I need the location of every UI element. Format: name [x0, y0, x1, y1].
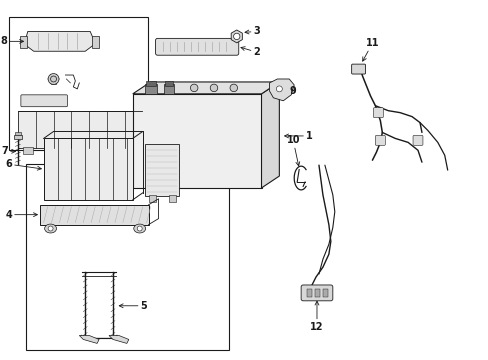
Text: 9: 9 — [289, 86, 295, 96]
Bar — [165, 81, 173, 86]
Text: 7: 7 — [1, 146, 16, 156]
Polygon shape — [133, 82, 279, 94]
Bar — [169, 195, 176, 202]
Ellipse shape — [134, 224, 145, 233]
Text: 3: 3 — [244, 26, 260, 36]
Bar — [322, 289, 327, 297]
Text: 8: 8 — [0, 36, 23, 46]
Text: 10: 10 — [286, 135, 299, 166]
Text: 11: 11 — [362, 38, 378, 61]
Circle shape — [229, 84, 237, 92]
Bar — [40, 205, 148, 225]
Text: 12: 12 — [309, 301, 323, 332]
Bar — [148, 195, 155, 202]
Bar — [9, 17, 147, 150]
Text: 1: 1 — [284, 131, 312, 141]
Circle shape — [48, 226, 53, 231]
Bar — [306, 289, 311, 297]
Bar — [20, 36, 27, 48]
Polygon shape — [269, 79, 294, 101]
FancyBboxPatch shape — [301, 285, 332, 301]
Polygon shape — [231, 30, 242, 43]
Circle shape — [276, 86, 282, 92]
Text: 6: 6 — [5, 159, 41, 170]
Text: 4: 4 — [5, 210, 37, 220]
Polygon shape — [79, 336, 99, 343]
Bar — [14, 135, 22, 139]
FancyBboxPatch shape — [21, 95, 67, 107]
FancyBboxPatch shape — [155, 39, 238, 55]
Bar — [144, 84, 156, 94]
Polygon shape — [26, 31, 93, 51]
Bar — [133, 94, 261, 188]
Bar — [92, 36, 99, 48]
Circle shape — [210, 84, 217, 92]
Bar — [26, 164, 228, 350]
Bar — [144, 144, 179, 196]
Bar — [15, 132, 21, 135]
Ellipse shape — [44, 224, 57, 233]
Bar — [164, 84, 174, 94]
FancyBboxPatch shape — [373, 108, 383, 118]
Bar — [43, 138, 133, 200]
Bar — [145, 81, 155, 86]
Text: 2: 2 — [241, 47, 260, 57]
Bar — [126, 147, 137, 154]
Text: 5: 5 — [119, 301, 147, 311]
Polygon shape — [261, 82, 279, 188]
Text: 7: 7 — [60, 158, 67, 168]
Circle shape — [233, 33, 240, 40]
Bar — [18, 111, 142, 148]
Polygon shape — [109, 336, 128, 343]
Circle shape — [137, 226, 142, 231]
FancyBboxPatch shape — [412, 135, 422, 145]
FancyBboxPatch shape — [375, 135, 385, 145]
Bar — [314, 289, 319, 297]
FancyBboxPatch shape — [351, 64, 365, 74]
Circle shape — [48, 73, 59, 85]
Circle shape — [190, 84, 198, 92]
Bar — [23, 147, 33, 154]
